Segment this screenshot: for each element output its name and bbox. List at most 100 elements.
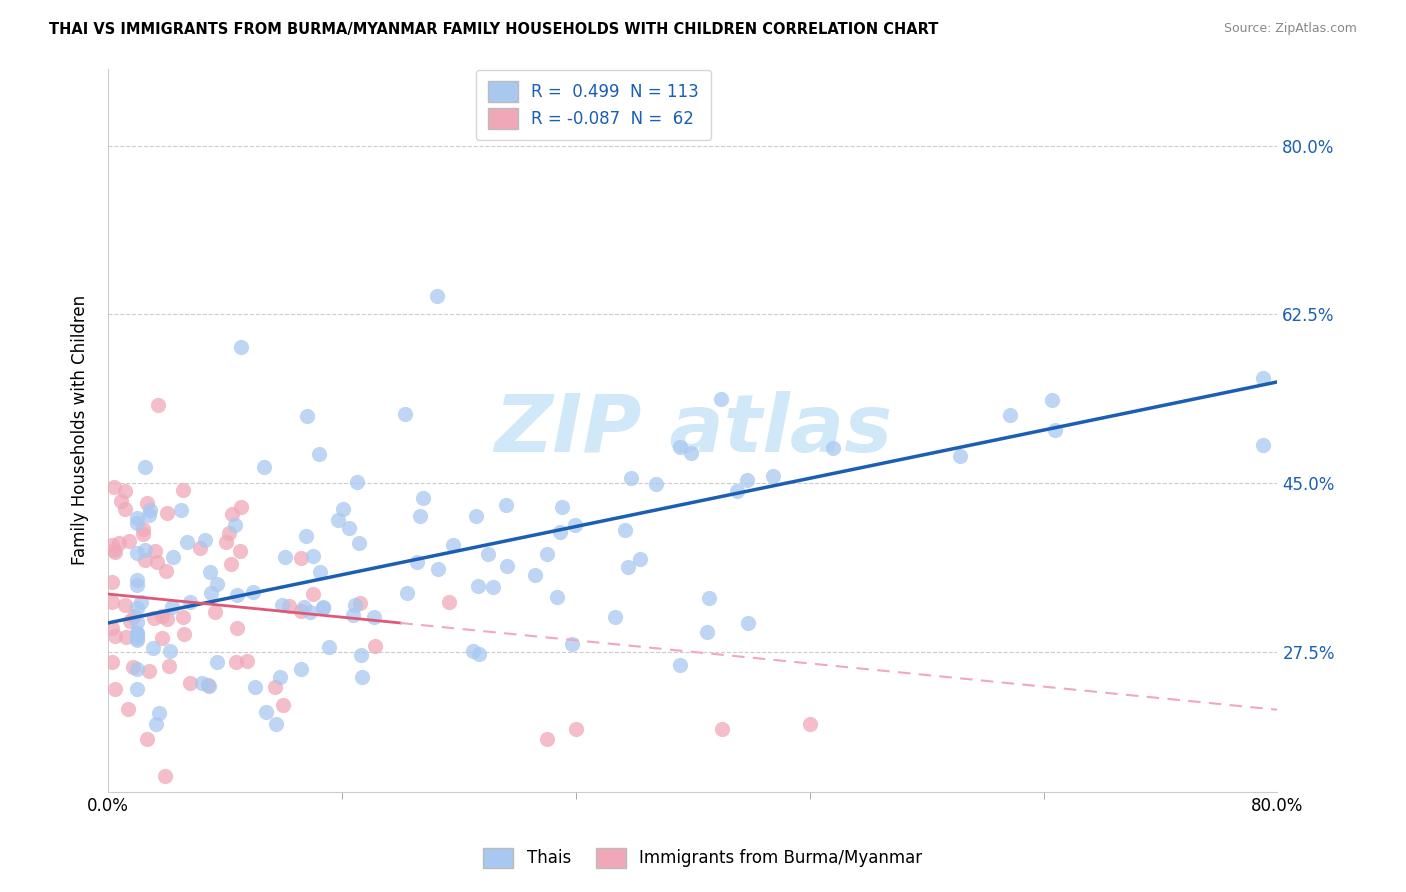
Point [115, 630, 138, 644]
Point [290, 550, 312, 565]
Point [346, 475, 368, 490]
Text: Source: ZipAtlas.com: Source: ZipAtlas.com [1223, 22, 1357, 36]
Point [148, 706, 170, 720]
Point [312, 601, 335, 615]
Point [347, 536, 370, 550]
Point [613, 523, 636, 537]
Point [617, 560, 640, 574]
Point [157, 658, 180, 673]
Point [146, 555, 169, 569]
Point [226, 588, 249, 602]
Point [464, 508, 486, 523]
Point [236, 654, 259, 668]
Point [264, 717, 287, 731]
Point [127, 615, 149, 629]
Point [172, 609, 194, 624]
Point [218, 525, 240, 540]
Point [108, 536, 131, 550]
Point [127, 627, 149, 641]
Point [273, 698, 295, 712]
Point [127, 511, 149, 525]
Point [127, 573, 149, 587]
Point [170, 503, 193, 517]
Point [318, 640, 340, 655]
Point [406, 555, 429, 569]
Point [1000, 408, 1022, 422]
Point [127, 662, 149, 676]
Point [536, 731, 558, 746]
Point [461, 644, 484, 658]
Point [225, 621, 247, 635]
Point [332, 501, 354, 516]
Point [229, 500, 252, 514]
Point [441, 538, 464, 552]
Point [176, 534, 198, 549]
Point [681, 446, 703, 460]
Point [468, 648, 491, 662]
Point [229, 340, 252, 354]
Point [143, 544, 166, 558]
Point [409, 509, 432, 524]
Point [477, 547, 499, 561]
Point [363, 639, 385, 653]
Point [159, 644, 181, 658]
Point [524, 567, 547, 582]
Point [605, 609, 627, 624]
Point [104, 629, 127, 643]
Point [697, 591, 720, 605]
Point [245, 680, 267, 694]
Point [131, 527, 153, 541]
Point [536, 547, 558, 561]
Point [101, 575, 124, 590]
Point [122, 659, 145, 673]
Point [426, 288, 449, 302]
Point [120, 614, 142, 628]
Point [127, 631, 149, 645]
Point [145, 717, 167, 731]
Point [127, 633, 149, 648]
Point [1040, 392, 1063, 407]
Point [179, 594, 201, 608]
Point [103, 480, 125, 494]
Point [799, 717, 821, 731]
Point [343, 598, 366, 612]
Point [215, 535, 238, 549]
Point [138, 508, 160, 523]
Point [155, 564, 177, 578]
Point [162, 550, 184, 565]
Point [309, 565, 332, 579]
Point [290, 604, 312, 618]
Point [127, 601, 149, 615]
Point [1251, 438, 1274, 452]
Point [948, 449, 970, 463]
Point [301, 587, 323, 601]
Legend: R =  0.499  N = 113, R = -0.087  N =  62: R = 0.499 N = 113, R = -0.087 N = 62 [477, 70, 710, 140]
Point [350, 648, 373, 663]
Point [396, 586, 419, 600]
Point [142, 611, 165, 625]
Point [127, 626, 149, 640]
Point [427, 562, 450, 576]
Point [302, 549, 325, 563]
Point [135, 731, 157, 746]
Point [561, 637, 583, 651]
Point [104, 681, 127, 696]
Point [103, 543, 125, 558]
Point [127, 682, 149, 697]
Point [496, 559, 519, 574]
Point [696, 625, 718, 640]
Point [156, 506, 179, 520]
Point [298, 605, 321, 619]
Point [205, 655, 228, 669]
Point [173, 627, 195, 641]
Legend: Thais, Immigrants from Burma/Myanmar: Thais, Immigrants from Burma/Myanmar [477, 841, 929, 875]
Point [162, 599, 184, 614]
Point [551, 500, 574, 515]
Point [153, 769, 176, 783]
Point [150, 609, 173, 624]
Point [228, 543, 250, 558]
Point [104, 544, 127, 558]
Point [328, 513, 350, 527]
Point [412, 491, 434, 505]
Point [134, 460, 156, 475]
